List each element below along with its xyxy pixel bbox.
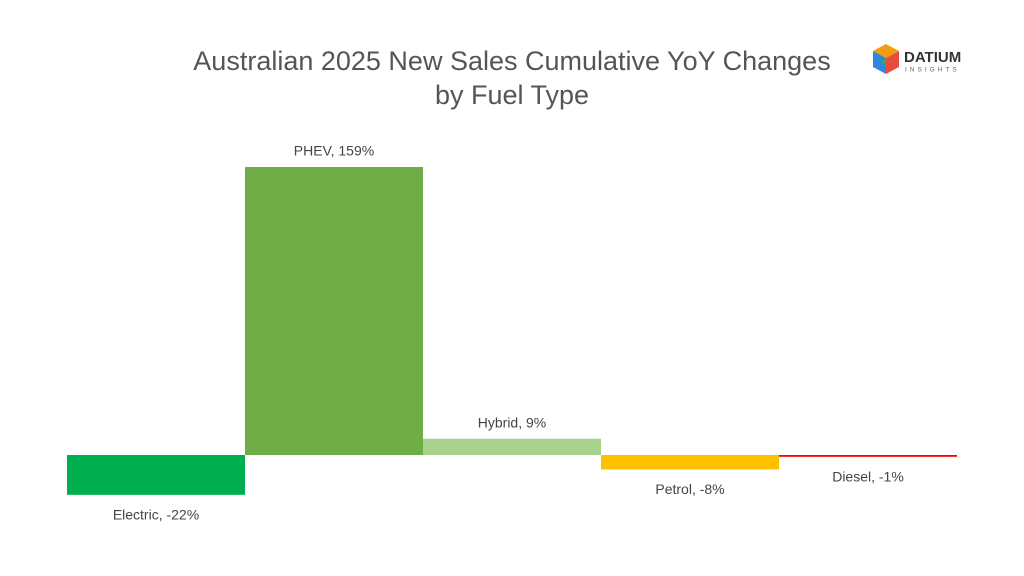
data-label: PHEV, 159% — [294, 143, 374, 159]
logo-icon — [886, 51, 899, 74]
bar — [779, 455, 957, 457]
logo-icon — [873, 51, 886, 74]
logo-icon — [880, 58, 886, 66]
bar — [67, 455, 245, 495]
data-label: Hybrid, 9% — [478, 414, 546, 430]
data-label: Diesel, -1% — [832, 469, 904, 485]
data-label: Petrol, -8% — [655, 481, 724, 497]
bar — [245, 167, 423, 455]
bar — [601, 455, 779, 470]
bar — [423, 438, 601, 455]
chart-title: Australian 2025 New Sales Cumulative YoY… — [193, 46, 831, 110]
logo-tagline: INSIGHTS — [905, 67, 960, 74]
logo: DATIUM INSIGHTS — [873, 44, 961, 74]
logo-name: DATIUM — [904, 49, 961, 66]
data-label: Electric, -22% — [113, 507, 199, 523]
